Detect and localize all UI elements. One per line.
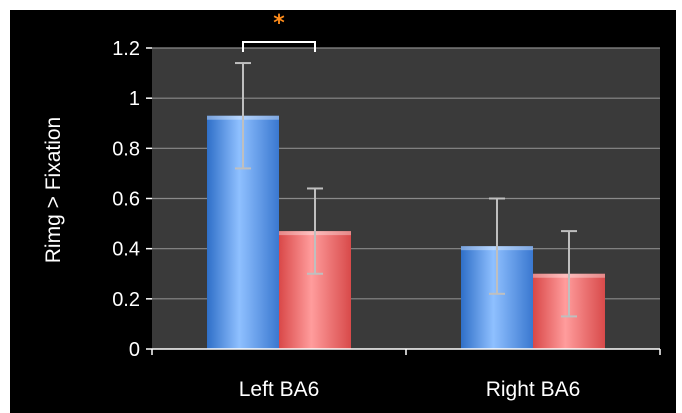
bar-chart: 0 0.2 0.4 0.6 0.8 1 1.2 Left BA6 Right BA6 Rimg… (42, 11, 661, 401)
x-category-label: Left BA6 (239, 378, 320, 401)
y-tick-label: 0.2 (112, 289, 140, 311)
y-tick-label: 0 (129, 339, 140, 361)
significance-bracket: * (242, 11, 316, 52)
x-category-labels: Left BA6 Right BA6 (239, 378, 581, 401)
y-tick-label: 0.8 (112, 138, 140, 160)
y-tick-label: 0.6 (112, 189, 140, 211)
significance-bracket-line (242, 41, 316, 52)
y-tick-labels: 0 0.2 0.4 0.6 0.8 1 1.2 (112, 38, 140, 361)
y-axis-title: Rimg > Fixation (42, 117, 65, 263)
x-category-label: Right BA6 (486, 378, 581, 401)
y-tick-label: 1.2 (112, 38, 140, 60)
y-tick-label: 0.4 (112, 239, 140, 261)
y-tick-label: 1 (129, 88, 140, 110)
chart-frame: 0 0.2 0.4 0.6 0.8 1 1.2 Left BA6 Right BA6 Rimg… (10, 10, 676, 413)
error-bars (235, 62, 577, 318)
bars (207, 115, 605, 349)
significance-marker: * (273, 11, 285, 36)
